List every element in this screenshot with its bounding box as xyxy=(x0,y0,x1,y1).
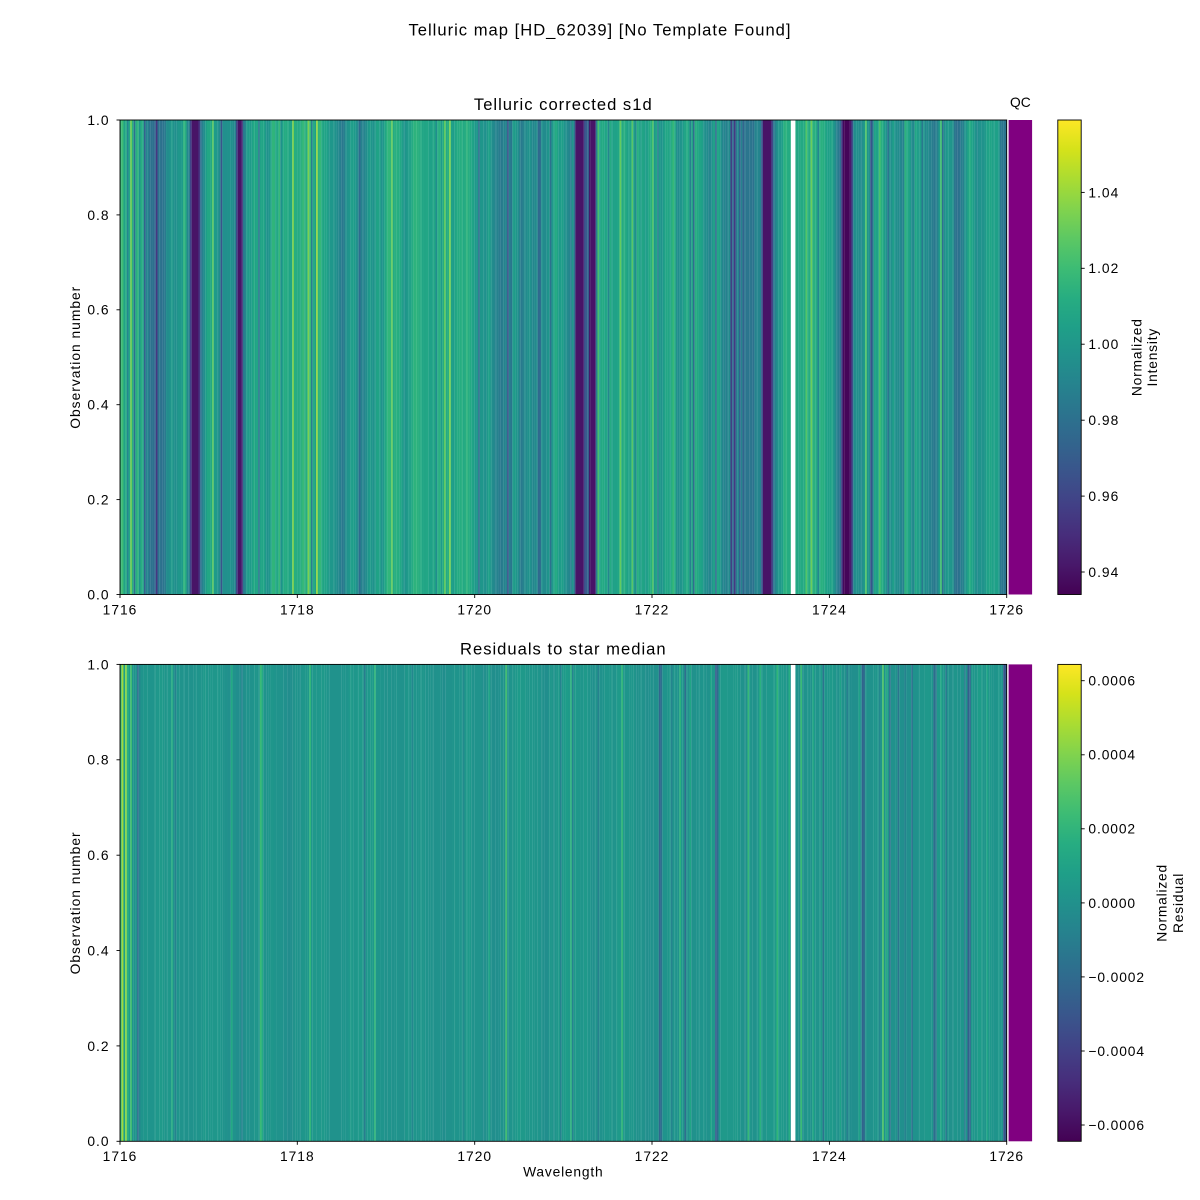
svg-text:Observation number: Observation number xyxy=(68,286,83,429)
svg-text:0.0: 0.0 xyxy=(87,1134,109,1149)
svg-text:1724: 1724 xyxy=(812,602,847,617)
svg-text:0.0002: 0.0002 xyxy=(1088,822,1136,837)
svg-text:1726: 1726 xyxy=(989,1149,1024,1164)
svg-text:−0.0004: −0.0004 xyxy=(1088,1044,1145,1059)
svg-text:Telluric corrected s1d: Telluric corrected s1d xyxy=(474,95,653,114)
svg-text:1.04: 1.04 xyxy=(1088,185,1119,200)
svg-text:0.0004: 0.0004 xyxy=(1088,748,1136,763)
svg-text:0.0006: 0.0006 xyxy=(1088,674,1136,689)
svg-text:QC: QC xyxy=(1010,95,1031,110)
svg-text:0.2: 0.2 xyxy=(87,1039,109,1054)
svg-text:1718: 1718 xyxy=(280,602,315,617)
svg-text:1716: 1716 xyxy=(103,602,138,617)
svg-text:1724: 1724 xyxy=(812,1149,847,1164)
svg-text:Intensity: Intensity xyxy=(1145,328,1160,387)
svg-text:0.98: 0.98 xyxy=(1088,413,1119,428)
svg-text:0.8: 0.8 xyxy=(87,753,109,768)
svg-text:1720: 1720 xyxy=(457,1149,492,1164)
svg-text:1.0: 1.0 xyxy=(87,113,109,128)
svg-text:1.0: 1.0 xyxy=(87,657,109,672)
svg-text:0.6: 0.6 xyxy=(87,848,109,863)
svg-text:0.4: 0.4 xyxy=(87,398,109,413)
svg-text:0.6: 0.6 xyxy=(87,303,109,318)
svg-text:0.0: 0.0 xyxy=(87,587,109,602)
svg-text:Normalized: Normalized xyxy=(1129,318,1144,396)
svg-text:Observation number: Observation number xyxy=(68,831,83,974)
svg-text:Residuals to star median: Residuals to star median xyxy=(460,639,667,658)
svg-text:Residual: Residual xyxy=(1171,873,1186,933)
svg-text:Normalized: Normalized xyxy=(1155,864,1170,942)
svg-text:0.4: 0.4 xyxy=(87,943,109,958)
svg-text:0.94: 0.94 xyxy=(1088,565,1119,580)
svg-text:1718: 1718 xyxy=(280,1149,315,1164)
svg-text:1716: 1716 xyxy=(103,1149,138,1164)
svg-text:−0.0002: −0.0002 xyxy=(1088,970,1145,985)
svg-text:1.00: 1.00 xyxy=(1088,337,1119,352)
svg-text:1.02: 1.02 xyxy=(1088,261,1119,276)
svg-text:1720: 1720 xyxy=(457,602,492,617)
svg-text:0.0000: 0.0000 xyxy=(1088,896,1136,911)
svg-text:1722: 1722 xyxy=(635,602,670,617)
svg-text:0.2: 0.2 xyxy=(87,493,109,508)
svg-text:Telluric map [HD_62039] [No Te: Telluric map [HD_62039] [No Template Fou… xyxy=(408,21,791,40)
svg-text:Wavelength: Wavelength xyxy=(523,1164,603,1179)
svg-text:1726: 1726 xyxy=(989,602,1024,617)
svg-text:0.96: 0.96 xyxy=(1088,489,1119,504)
svg-text:1722: 1722 xyxy=(635,1149,670,1164)
svg-text:−0.0006: −0.0006 xyxy=(1088,1118,1145,1133)
svg-text:0.8: 0.8 xyxy=(87,208,109,223)
